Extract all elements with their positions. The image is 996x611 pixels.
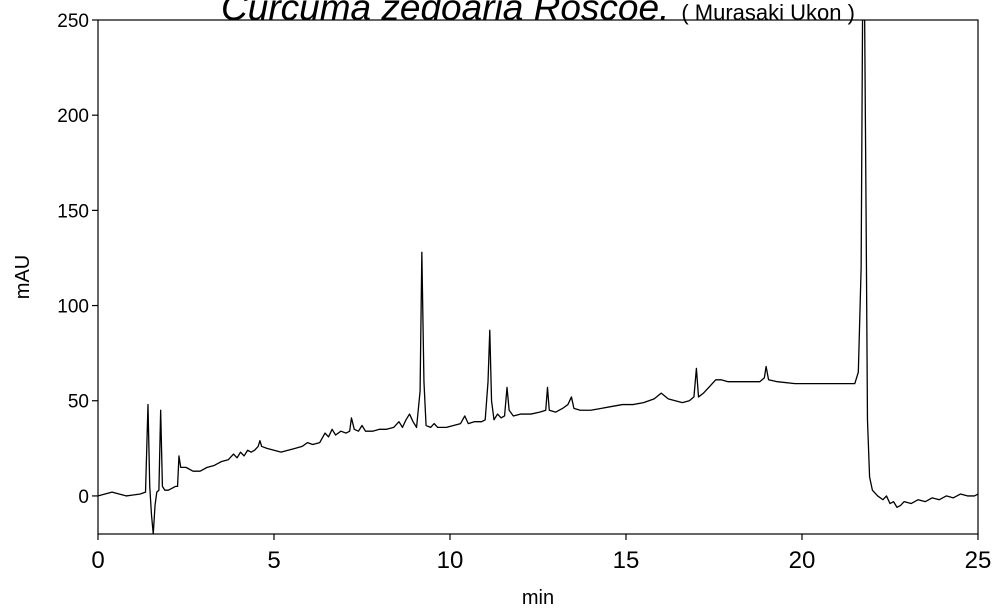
y-tick-label: 0	[78, 487, 89, 508]
y-tick-label: 50	[68, 392, 89, 413]
y-axis-label: mAU	[12, 255, 34, 299]
chart-title: Curcuma zedoaria Roscoe. ( Murasaki Ukon…	[221, 0, 855, 28]
x-tick-label: 5	[267, 547, 280, 574]
x-axis: 0 5 10 15 20 25	[91, 534, 991, 574]
chart-title-subtitle: ( Murasaki Ukon )	[681, 0, 855, 25]
y-tick-label: 100	[57, 297, 89, 318]
x-tick-label: 25	[965, 547, 992, 574]
series-layer	[98, 20, 978, 534]
x-tick-label: 20	[789, 547, 816, 574]
x-axis-label: min	[522, 587, 554, 609]
y-tick-label: 200	[57, 106, 89, 127]
x-tick-label: 10	[437, 547, 464, 574]
chart-title-main: Curcuma zedoaria Roscoe.	[221, 0, 669, 28]
x-tick-label: 15	[613, 547, 640, 574]
plot-frame	[97, 19, 979, 535]
y-tick-label: 250	[57, 11, 89, 32]
y-tick-label: 150	[57, 201, 89, 222]
y-axis: 0 50 100 150 200 250	[57, 11, 98, 508]
chromatogram-trace-0	[98, 20, 978, 534]
x-tick-label: 0	[91, 547, 104, 574]
